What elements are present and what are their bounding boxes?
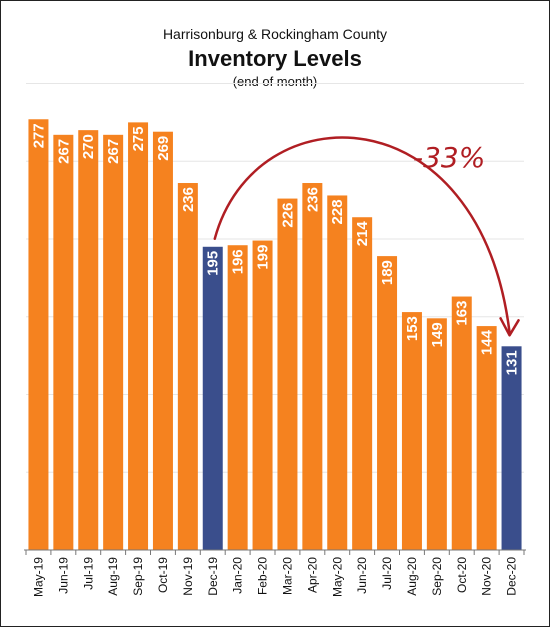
bar-Nov-19 [177, 183, 198, 550]
x-tick-label-Jun-20: Jun-20 [355, 557, 369, 594]
bar-Sep-20 [426, 318, 447, 550]
bar-Mar-20 [277, 198, 298, 550]
value-label-Jun-20: 214 [354, 221, 371, 247]
x-tick-label-Sep-19: Sep-19 [131, 557, 145, 596]
annotation-text: -33% [413, 141, 485, 174]
bar-Jan-20 [227, 245, 248, 550]
bar-Sep-19 [128, 122, 149, 550]
x-tick-label-Mar-20: Mar-20 [280, 557, 294, 595]
x-tick-label-Feb-20: Feb-20 [256, 557, 270, 595]
annotation-arrowhead [499, 317, 520, 337]
value-label-Jun-19: 267 [55, 139, 72, 164]
x-tick-label-Dec-20: Dec-20 [505, 557, 519, 596]
x-tick-label-Sep-20: Sep-20 [430, 557, 444, 596]
bar-Aug-19 [103, 134, 124, 550]
x-tick-label-Dec-19: Dec-19 [206, 557, 220, 596]
x-tick-label-Jul-20: Jul-20 [380, 557, 394, 590]
value-label-Dec-19: 195 [205, 251, 222, 276]
bar-Dec-20 [501, 346, 522, 550]
x-tick-label-May-20: May-20 [330, 557, 344, 597]
value-label-Oct-20: 163 [454, 301, 471, 326]
bar-Dec-19 [202, 246, 223, 550]
bar-Jul-19 [78, 130, 99, 550]
x-tick-label-Jul-19: Jul-19 [81, 557, 95, 590]
x-tick-label-Jan-20: Jan-20 [231, 557, 245, 594]
bar-Jul-20 [377, 256, 398, 550]
x-tick-label-Nov-20: Nov-20 [480, 557, 494, 596]
value-label-Mar-20: 226 [279, 203, 296, 228]
value-label-Nov-19: 236 [180, 187, 197, 212]
bar-May-19 [28, 119, 49, 550]
bar-May-20 [327, 195, 348, 550]
annotation-arrow [213, 136, 511, 334]
value-label-Aug-19: 267 [105, 139, 122, 164]
x-tick-label-May-19: May-19 [31, 557, 45, 597]
x-tick-labels: May-19 Jun-19 Jul-19 Aug-19 Sep-19 Oct-19 Nov-… [31, 557, 518, 597]
value-label-Sep-19: 275 [130, 126, 147, 151]
bar-Oct-20 [451, 296, 472, 550]
x-axis [24, 549, 526, 555]
value-label-Nov-20: 144 [479, 329, 496, 355]
chart-title: Inventory Levels [188, 46, 362, 71]
x-tick-label-Aug-20: Aug-20 [405, 557, 419, 596]
bar-Oct-19 [152, 131, 173, 550]
value-label-Jan-20: 196 [230, 249, 247, 274]
annotation: -33% [213, 136, 520, 337]
value-label-Jul-19: 270 [80, 134, 97, 159]
bar-Aug-20 [401, 312, 422, 550]
x-tick-label-Oct-20: Oct-20 [455, 557, 469, 593]
value-label-May-19: 277 [30, 123, 47, 148]
bars [28, 119, 522, 551]
value-label-Aug-20: 153 [404, 316, 421, 341]
value-labels: 277 267 270 267 275 269 236 195 196 199 226 236 228 2… [30, 123, 520, 375]
x-tick-label-Aug-19: Aug-19 [106, 557, 120, 596]
x-tick-label-Oct-19: Oct-19 [156, 557, 170, 593]
x-tick-label-Nov-19: Nov-19 [181, 557, 195, 596]
value-label-Dec-20: 131 [504, 350, 521, 375]
x-tick-label-Jun-19: Jun-19 [56, 557, 70, 594]
bar-Feb-20 [252, 240, 273, 550]
chart-subtitle: (end of month) [232, 74, 318, 89]
value-label-May-20: 228 [329, 199, 346, 224]
value-label-Jul-20: 189 [379, 260, 396, 285]
chart-supertitle: Harrisonburg & Rockingham County [162, 26, 388, 42]
x-tick-label-Apr-20: Apr-20 [305, 557, 319, 593]
bar-Jun-19 [53, 134, 74, 550]
bar-Nov-20 [476, 326, 497, 550]
value-label-Sep-20: 149 [429, 322, 446, 347]
value-label-Oct-19: 269 [155, 136, 172, 161]
bar-Jun-20 [352, 217, 373, 551]
bar-Apr-20 [302, 183, 323, 550]
value-label-Feb-20: 199 [255, 245, 272, 270]
value-label-Apr-20: 236 [304, 187, 321, 212]
